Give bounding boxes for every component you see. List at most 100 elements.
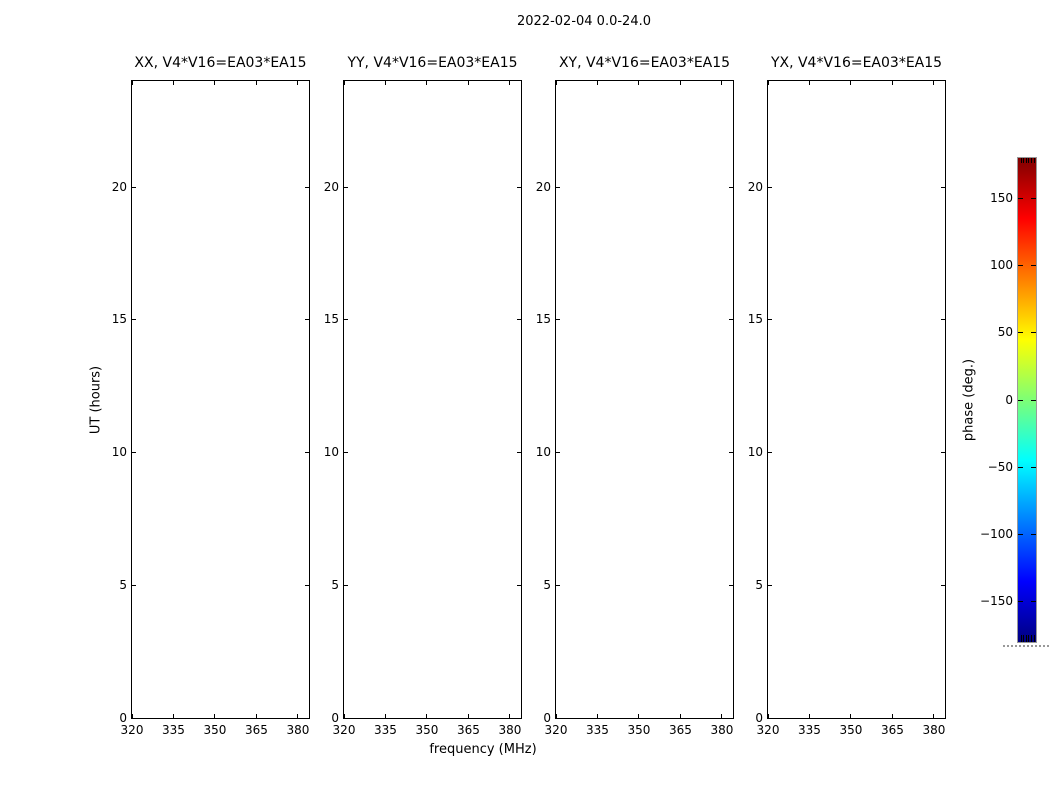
x-tick-mark <box>426 81 428 85</box>
y-tick-mark <box>941 717 945 719</box>
x-tick-mark <box>596 714 598 718</box>
x-tick-mark <box>384 714 386 718</box>
colorbar-tick-mark <box>1018 265 1023 267</box>
y-tick-mark <box>941 186 945 188</box>
colorbar-end-hatch <box>1028 158 1030 163</box>
y-tick-label: 10 <box>535 445 551 460</box>
colorbar-tick-label: −150 <box>980 594 1013 609</box>
y-tick-mark <box>305 717 309 719</box>
x-tick-mark <box>343 714 345 718</box>
y-tick-label: 20 <box>535 179 551 194</box>
x-tick-mark <box>596 81 598 85</box>
x-tick-mark <box>343 81 345 85</box>
x-tick-label: 335 <box>162 723 185 737</box>
colorbar-tick-label: 0 <box>1005 392 1013 407</box>
y-tick-mark <box>132 319 136 321</box>
colorbar-baseline-dotted <box>1003 645 1049 647</box>
colorbar-tick-label: 50 <box>997 325 1013 340</box>
y-tick-mark <box>517 186 521 188</box>
x-tick-mark <box>891 714 893 718</box>
colorbar-tick-mark <box>1018 533 1023 535</box>
colorbar-tick-label: 150 <box>990 190 1013 205</box>
colorbar-tick-mark <box>1031 601 1036 603</box>
x-tick-label: 320 <box>756 723 780 737</box>
x-tick-label: 350 <box>415 723 439 737</box>
x-tick-mark <box>850 81 852 85</box>
y-tick-mark <box>344 186 348 188</box>
y-tick-label: 20 <box>323 179 339 194</box>
colorbar-tick-label: 100 <box>990 258 1013 273</box>
y-tick-mark <box>344 319 348 321</box>
y-tick-label: 5 <box>331 577 339 592</box>
panel-title-xy: XY, V4*V16=EA03*EA15 <box>558 55 731 71</box>
x-tick-label: 320 <box>332 723 356 737</box>
colorbar-end-hatch <box>1033 158 1035 163</box>
y-tick-label: 0 <box>331 710 339 725</box>
x-tick-mark <box>131 81 133 85</box>
x-tick-label: 335 <box>798 723 821 737</box>
y-tick-mark <box>132 717 136 719</box>
colorbar-end-hatch <box>1030 635 1032 642</box>
colorbar-end-hatch <box>1030 158 1032 163</box>
x-tick-mark <box>808 714 810 718</box>
y-tick-mark <box>768 452 772 454</box>
x-tick-mark <box>891 81 893 85</box>
panel-plot-yy: 320 335 350 365 380 0 5 10 15 20 <box>324 80 522 737</box>
y-tick-label: 15 <box>535 312 551 327</box>
y-tick-label: 20 <box>111 179 127 194</box>
x-tick-mark <box>131 714 133 718</box>
x-tick-mark <box>384 81 386 85</box>
y-tick-mark <box>132 452 136 454</box>
x-tick-mark <box>721 81 723 85</box>
colorbar-end-hatch <box>1020 635 1022 642</box>
y-tick-label: 10 <box>323 445 339 460</box>
colorbar-end-hatch <box>1020 158 1022 163</box>
x-tick-label: 350 <box>627 723 651 737</box>
x-tick-mark <box>679 81 681 85</box>
y-tick-label: 0 <box>543 710 551 725</box>
x-tick-label: 365 <box>881 723 904 737</box>
x-tick-label: 365 <box>457 723 480 737</box>
x-tick-mark <box>933 714 935 718</box>
y-tick-label: 10 <box>747 445 763 460</box>
x-tick-mark <box>721 714 723 718</box>
y-tick-mark <box>768 717 772 719</box>
x-tick-mark <box>214 714 216 718</box>
y-tick-mark <box>729 186 733 188</box>
x-tick-label: 350 <box>203 723 227 737</box>
y-tick-mark <box>556 717 560 719</box>
x-tick-label: 365 <box>669 723 692 737</box>
y-tick-label: 0 <box>119 710 127 725</box>
colorbar-tick-mark <box>1031 197 1036 199</box>
colorbar-tick-label: −100 <box>980 526 1013 541</box>
y-tick-label: 5 <box>543 577 551 592</box>
y-tick-mark <box>517 717 521 719</box>
y-tick-mark <box>517 319 521 321</box>
y-tick-mark <box>305 452 309 454</box>
x-tick-mark <box>297 714 299 718</box>
x-tick-label: 365 <box>245 723 268 737</box>
panel-plot-xx: 320 335 350 365 380 0 5 10 15 20 <box>112 80 310 737</box>
colorbar-tick-mark <box>1018 332 1023 334</box>
x-tick-mark <box>172 714 174 718</box>
x-tick-mark <box>172 81 174 85</box>
y-tick-label: 5 <box>755 577 763 592</box>
x-tick-label: 380 <box>286 723 310 737</box>
panel-plot-xy: 320 335 350 365 380 0 5 10 15 20 <box>536 80 734 737</box>
y-tick-mark <box>344 717 348 719</box>
y-tick-mark <box>132 584 136 586</box>
y-tick-mark <box>556 584 560 586</box>
y-tick-mark <box>768 319 772 321</box>
y-tick-mark <box>729 452 733 454</box>
x-tick-label: 380 <box>710 723 734 737</box>
x-axis-label: frequency (MHz) <box>429 742 537 757</box>
colorbar-tick-label: −50 <box>987 459 1013 474</box>
y-tick-mark <box>132 186 136 188</box>
colorbar-tick-mark <box>1018 399 1023 401</box>
y-tick-mark <box>941 584 945 586</box>
panel-plot-yx: 320 335 350 365 380 0 5 10 15 20 <box>748 80 946 737</box>
y-tick-mark <box>344 584 348 586</box>
x-tick-label: 320 <box>120 723 144 737</box>
colorbar-end-hatch <box>1025 158 1027 163</box>
